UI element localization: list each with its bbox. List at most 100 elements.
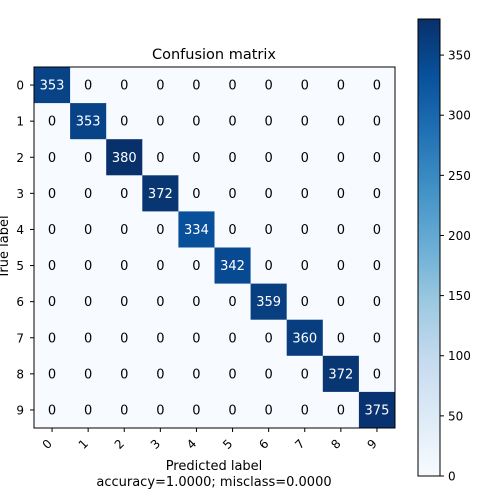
cell-7-1 [70,319,107,357]
cell-5-5 [214,247,252,285]
cell-2-9 [358,139,396,176]
cell-label-5-9: 0 [373,259,381,274]
cell-5-9 [358,247,396,285]
plot-frame [33,66,396,429]
cell-label-6-9: 0 [373,295,381,310]
cell-label-3-3: 372 [148,187,173,202]
cell-8-2 [106,355,143,393]
cell-label-5-6: 0 [265,259,273,274]
cell-4-8 [322,211,360,248]
cell-label-6-7: 0 [301,295,309,310]
cell-2-0 [34,139,71,176]
cell-4-2 [106,211,143,248]
y-tick-label: 8 [16,367,24,381]
x-axis-ticks: 0 1 2 3 4 5 6 7 8 9 [40,428,380,452]
cell-3-5 [214,175,252,212]
cell-7-8 [322,319,360,357]
cell-0-5 [214,67,252,104]
colorbar-tick-label: 300 [448,109,471,123]
cell-label-8-8: 372 [328,367,353,382]
cell-2-3 [142,139,179,176]
y-tick-label: 7 [16,331,24,345]
cell-1-1 [70,103,107,140]
cell-6-6 [250,283,288,321]
cell-9-7 [286,391,324,429]
cell-label-1-0: 0 [48,115,56,130]
cell-label-6-3: 0 [156,295,164,310]
cell-label-2-1: 0 [84,151,92,166]
cell-1-3 [142,103,179,140]
cell-label-5-2: 0 [120,259,128,274]
cell-1-2 [106,103,143,140]
cell-label-7-8: 0 [337,331,345,346]
cell-label-8-5: 0 [228,367,236,382]
cell-label-0-9: 0 [373,79,381,94]
cell-label-0-1: 0 [84,79,92,94]
cell-label-9-0: 0 [48,403,56,418]
cell-6-5 [214,283,252,321]
cell-3-1 [70,175,107,212]
cell-label-5-3: 0 [156,259,164,274]
cell-0-6 [250,67,288,104]
cell-5-7 [286,247,324,285]
cell-label-1-4: 0 [192,115,200,130]
cell-label-6-8: 0 [337,295,345,310]
cell-label-7-1: 0 [84,331,92,346]
cell-label-7-2: 0 [120,331,128,346]
cell-8-3 [142,355,179,393]
cell-9-2 [106,391,143,429]
cell-3-9 [358,175,396,212]
cell-label-5-4: 0 [192,259,200,274]
cell-8-0 [34,355,71,393]
cell-4-5 [214,211,252,248]
cell-0-2 [106,67,143,104]
cell-7-6 [250,319,288,357]
cell-label-4-7: 0 [301,223,309,238]
cell-6-7 [286,283,324,321]
cell-label-2-5: 0 [228,151,236,166]
x-tick-label: 6 [256,437,271,452]
cell-label-7-3: 0 [156,331,164,346]
x-tick-label: 3 [148,437,163,452]
cell-4-1 [70,211,107,248]
x-tick-label: 5 [220,437,235,452]
cell-label-7-9: 0 [373,331,381,346]
cell-label-1-5: 0 [228,115,236,130]
cell-7-4 [178,319,215,357]
cell-8-4 [178,355,215,393]
cell-label-8-7: 0 [301,367,309,382]
cell-label-6-6: 359 [256,295,281,310]
cell-9-9 [358,391,396,429]
cell-8-1 [70,355,107,393]
y-tick-label: 6 [16,295,24,309]
matrix-cells [34,67,396,429]
cell-5-1 [70,247,107,285]
cell-3-2 [106,175,143,212]
cell-3-6 [250,175,288,212]
cell-label-4-3: 0 [156,223,164,238]
cell-label-3-5: 0 [228,187,236,202]
cell-9-1 [70,391,107,429]
cell-2-7 [286,139,324,176]
cell-label-5-0: 0 [48,259,56,274]
chart-title: Confusion matrix [152,47,276,63]
cell-1-9 [358,103,396,140]
cell-label-9-5: 0 [228,403,236,418]
cell-label-7-0: 0 [48,331,56,346]
x-tick-label: 0 [40,437,55,452]
colorbar-tick-label: 100 [448,349,471,363]
cell-5-2 [106,247,143,285]
x-tick-label: 7 [292,437,307,452]
cell-2-2 [106,139,143,176]
cell-label-5-7: 0 [301,259,309,274]
cell-0-4 [178,67,215,104]
cell-7-7 [286,319,324,357]
colorbar-tick-label: 250 [448,169,471,183]
cell-5-6 [250,247,288,285]
cell-3-4 [178,175,215,212]
cell-label-3-9: 0 [373,187,381,202]
cell-label-1-6: 0 [265,115,273,130]
cell-label-0-6: 0 [265,79,273,94]
cell-8-9 [358,355,396,393]
cell-label-6-2: 0 [120,295,128,310]
